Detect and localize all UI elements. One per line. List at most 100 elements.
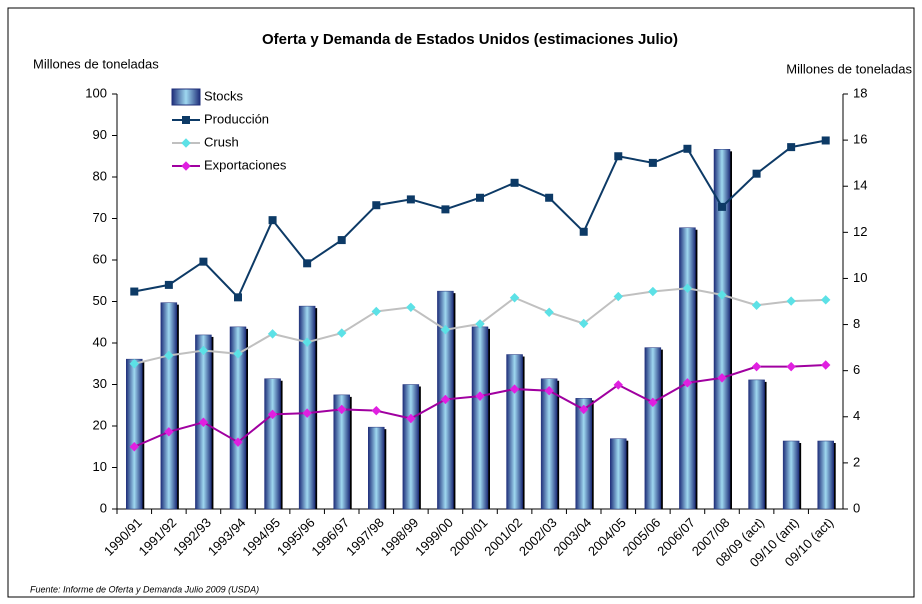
y-tick-label: 10 (93, 459, 107, 474)
marker (406, 195, 415, 204)
bar (817, 440, 834, 510)
marker (337, 404, 347, 415)
marker (129, 359, 139, 369)
y-tick-label: 40 (93, 334, 107, 349)
marker (406, 302, 416, 313)
y-tick-label: 100 (85, 85, 107, 100)
marker (302, 408, 312, 418)
marker (544, 386, 554, 396)
marker (371, 405, 381, 416)
y2-tick-label: 4 (853, 408, 860, 423)
marker (613, 291, 623, 302)
y2-tick-label: 0 (853, 500, 860, 515)
bar (160, 302, 178, 510)
y2-tick-label: 10 (853, 270, 867, 285)
marker (614, 152, 623, 161)
marker (510, 178, 519, 187)
marker (129, 442, 139, 452)
marker (268, 216, 277, 225)
bar (679, 227, 696, 510)
marker (786, 296, 796, 306)
marker (198, 417, 209, 427)
y2-axis-label: Millones de toneladas (786, 61, 912, 76)
marker (648, 286, 658, 297)
marker (545, 193, 554, 202)
bar (333, 394, 350, 510)
bar (229, 326, 247, 510)
y2-tick-label: 2 (853, 454, 860, 469)
marker (648, 158, 657, 167)
marker (337, 236, 346, 245)
legend-label: Exportaciones (204, 157, 287, 172)
marker (440, 325, 451, 335)
marker (198, 345, 209, 356)
marker (199, 257, 208, 266)
marker (509, 384, 520, 394)
legend-swatch (171, 88, 201, 106)
marker (406, 413, 416, 424)
y-tick-label: 60 (93, 251, 107, 266)
legend-label: Stocks (204, 88, 244, 103)
bar (402, 384, 420, 510)
marker (182, 116, 190, 124)
marker (544, 307, 554, 317)
marker (717, 290, 727, 300)
y-tick-label: 90 (93, 127, 107, 142)
source-note: Fuente: Informe de Oferta y Demanda Juli… (30, 584, 259, 594)
marker (682, 378, 693, 388)
bar (644, 347, 662, 510)
marker (267, 329, 278, 339)
marker (303, 259, 312, 268)
marker (579, 318, 589, 329)
marker (233, 349, 243, 359)
marker (337, 328, 347, 338)
marker (267, 409, 278, 420)
marker (751, 361, 762, 372)
y-tick-label: 70 (93, 210, 107, 225)
marker (787, 143, 796, 152)
marker (233, 437, 243, 447)
marker (648, 397, 658, 408)
marker (786, 361, 796, 372)
y2-tick-label: 18 (853, 85, 867, 100)
marker (821, 360, 831, 370)
marker (371, 306, 381, 317)
marker (164, 280, 173, 289)
marker (130, 287, 139, 296)
marker (181, 138, 191, 148)
chart-title: Oferta y Demanda de Estados Unidos (esti… (262, 31, 678, 48)
marker (372, 201, 381, 210)
marker (752, 169, 761, 178)
marker (181, 161, 191, 171)
marker (682, 283, 693, 293)
marker (683, 144, 692, 153)
marker (475, 391, 485, 401)
y-axis-label: Millones de toneladas (33, 56, 159, 71)
y-tick-label: 20 (93, 417, 107, 432)
marker (718, 202, 726, 211)
marker (751, 300, 762, 310)
legend-label: Producción (204, 111, 269, 126)
marker (441, 205, 450, 214)
marker (302, 337, 312, 347)
y2-tick-label: 8 (853, 316, 860, 331)
bar (540, 378, 558, 510)
bar (471, 326, 489, 510)
y2-tick-label: 6 (853, 362, 860, 377)
bar (713, 149, 731, 510)
bar (748, 379, 765, 510)
bar (298, 305, 316, 510)
marker (717, 373, 727, 383)
marker (613, 380, 623, 390)
y-tick-label: 80 (93, 168, 107, 183)
bar (575, 398, 592, 510)
y2-tick-label: 14 (853, 178, 867, 193)
marker (509, 293, 520, 303)
marker (579, 404, 589, 415)
bar (610, 438, 627, 510)
marker (440, 394, 451, 405)
marker (234, 293, 242, 302)
marker (164, 350, 174, 361)
bar (782, 440, 800, 510)
y-tick-label: 0 (100, 500, 107, 515)
